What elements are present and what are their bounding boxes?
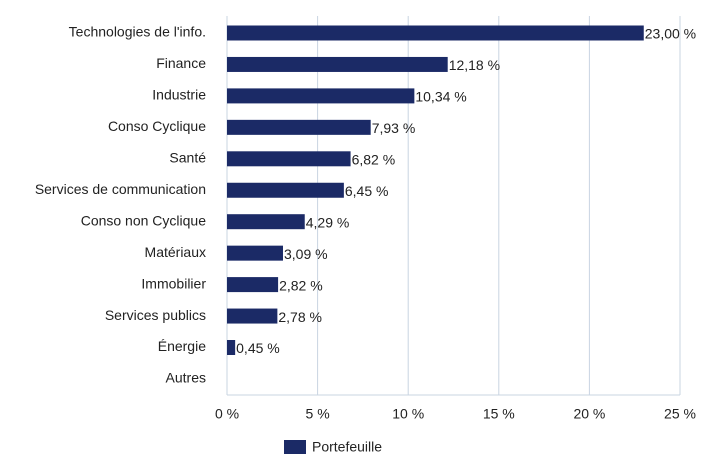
bar bbox=[227, 119, 371, 135]
value-label: 2,82 % bbox=[279, 277, 323, 293]
y-tick-label: Immobilier bbox=[141, 275, 206, 291]
y-tick-label: Technologies de l'info. bbox=[69, 24, 206, 40]
bar bbox=[227, 88, 415, 104]
bar bbox=[227, 25, 644, 41]
x-tick-label: 20 % bbox=[573, 406, 605, 422]
x-tick-label: 0 % bbox=[215, 406, 239, 422]
legend-label: Portefeuille bbox=[312, 439, 382, 455]
y-tick-label: Services de communication bbox=[35, 181, 206, 197]
bar bbox=[227, 151, 351, 167]
x-tick-label: 10 % bbox=[392, 406, 424, 422]
x-tick-label: 25 % bbox=[664, 406, 696, 422]
value-label: 23,00 % bbox=[645, 26, 696, 42]
y-tick-label: Énergie bbox=[158, 338, 206, 354]
y-tick-label: Matériaux bbox=[145, 244, 206, 260]
y-tick-label: Finance bbox=[156, 55, 206, 71]
bar bbox=[227, 56, 448, 72]
value-label: 4,29 % bbox=[306, 214, 350, 230]
value-label: 12,18 % bbox=[449, 57, 500, 73]
legend-swatch bbox=[284, 440, 306, 454]
value-label: 2,78 % bbox=[278, 309, 322, 325]
value-label: 6,82 % bbox=[352, 152, 396, 168]
y-tick-label: Santé bbox=[169, 150, 206, 166]
bar bbox=[227, 245, 283, 261]
bar bbox=[227, 340, 236, 355]
value-label: 0,45 % bbox=[236, 340, 280, 356]
y-tick-label: Autres bbox=[166, 370, 206, 386]
value-label: 7,93 % bbox=[372, 120, 416, 136]
y-tick-label: Conso Cyclique bbox=[108, 118, 206, 134]
bar bbox=[227, 277, 279, 293]
y-tick-label: Services publics bbox=[105, 307, 206, 323]
y-tick-label: Industrie bbox=[152, 87, 206, 103]
bar bbox=[227, 182, 344, 198]
value-label: 10,34 % bbox=[415, 89, 466, 105]
bar bbox=[227, 214, 305, 230]
value-label: 3,09 % bbox=[284, 246, 328, 262]
value-label: 6,45 % bbox=[345, 183, 389, 199]
x-tick-label: 15 % bbox=[483, 406, 515, 422]
y-tick-label: Conso non Cyclique bbox=[81, 212, 207, 228]
x-tick-label: 5 % bbox=[306, 406, 330, 422]
bar bbox=[227, 308, 278, 324]
